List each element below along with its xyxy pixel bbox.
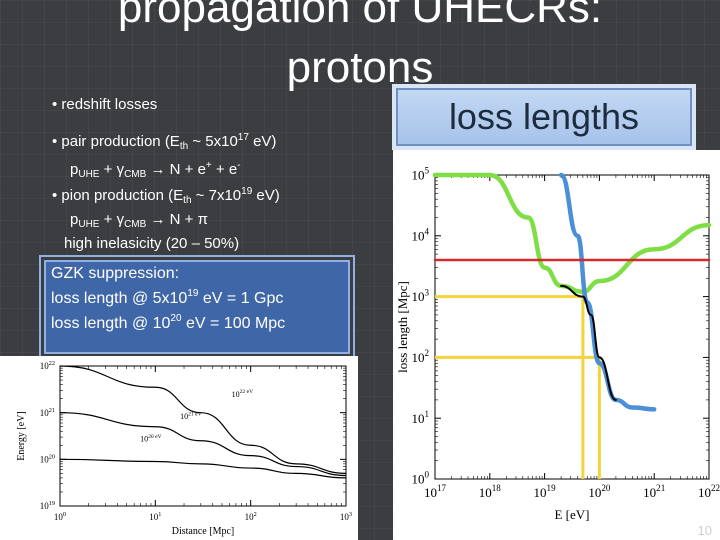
y-tick-label: 103 (411, 287, 429, 304)
pion-reaction: pUHE + γCMB → N + π (52, 210, 280, 234)
plot-frame (59, 365, 347, 507)
pair-r2-sub: CMB (124, 169, 147, 180)
pion-sup: 19 (241, 186, 253, 197)
y-axis-label: Energy [eV] (16, 411, 27, 461)
pair-r3-sup: + (205, 160, 212, 171)
x-tick-label: 1017 (424, 483, 447, 500)
pion-text-a: • pion production (E (52, 187, 184, 204)
pion-r2-sub: CMB (124, 219, 147, 230)
pion-sub: th (183, 195, 192, 206)
gzk-line2: loss length @ 5x1019 eV = 1 Gpc (51, 284, 343, 309)
pion-text-b: ~ 7x10 (191, 187, 242, 204)
y-tick-label: 100 (411, 470, 429, 487)
gzk-line1: GZK suppression: (51, 265, 180, 282)
pair-text-b: ~ 5x10 (188, 133, 238, 150)
series-label: 1021 eV (180, 412, 202, 422)
gzk-line2-sup: 19 (187, 288, 199, 299)
x-tick-label: 1020 (588, 483, 611, 500)
pair-text-a: • pair production (E (52, 133, 180, 150)
pair-r1: p (70, 161, 79, 178)
loss-length-plot: 1017 1018 1019 1020 1021 1022 100 101 102 103 104 1… (393, 150, 720, 540)
x-axis-label: E [eV] (554, 507, 589, 522)
bullet-redshift: • redshift losses (52, 96, 158, 113)
y-tick-label: 1022 (40, 360, 55, 371)
y-tick-label: 1021 (40, 407, 55, 418)
energy-curve-1 (59, 412, 347, 477)
plot-frame (434, 174, 710, 480)
pair-r1-sub: UHE (78, 169, 100, 180)
guide-line-0 (435, 295, 585, 479)
gzk-line2-b: eV = 1 Gpc (198, 290, 284, 307)
x-tick-label: 1021 (643, 483, 665, 500)
y-tick-label: 104 (411, 227, 429, 244)
x-tick-label: 1022 (698, 483, 720, 500)
slide-title: propagation of UHECRs: protons (117, 0, 603, 92)
gzk-suppression-box: GZK suppression: loss length @ 5x1019 eV… (44, 260, 350, 354)
page-number: 10 (697, 523, 712, 538)
x-axis-label: Distance [Mpc] (172, 526, 234, 537)
y-tick-label: 1020 (40, 453, 55, 464)
energy-distance-chart: 100 101 102 103 1019 1020 1021 1022 Distance [Mp… (16, 360, 352, 537)
x-tick-label: 101 (149, 511, 161, 522)
y-tick-label: 1019 (40, 500, 55, 511)
pair-sub: th (179, 141, 189, 152)
energy-distance-plot: 100 101 102 103 1019 1020 1021 1022 Distance [Mp… (0, 356, 358, 540)
x-tick-label: 1019 (534, 483, 557, 500)
bullet-pair-production: • pair production (Eth ~ 5x1017 eV) pUHE… (52, 128, 276, 184)
energy-curve-2 (59, 458, 347, 479)
x-tick-label: 100 (54, 511, 66, 522)
guide-line-1 (435, 355, 601, 479)
gzk-line3-sup: 20 (170, 313, 182, 324)
pair-sup: 17 (237, 132, 249, 143)
loss-curve-1 (558, 172, 657, 412)
loss-lengths-box: loss lengths (396, 88, 692, 146)
bullet-pion-production: • pion production (Eth ~ 7x1019 eV) pUHE… (52, 182, 280, 253)
gzk-line3-b: eV = 100 Mpc (181, 315, 286, 332)
pair-r3: → N + e (146, 161, 206, 178)
pion-inelasticity: high inelasicity (20 – 50%) (64, 235, 240, 252)
series-label: 1020 eV (140, 434, 162, 444)
y-tick-label: 105 (411, 166, 429, 183)
y-tick-label: 101 (411, 409, 429, 426)
x-tick-label: 102 (245, 511, 257, 522)
loss-curve-0 (432, 172, 712, 295)
pion-r1: p (70, 211, 79, 228)
x-tick-label: 1018 (479, 483, 502, 500)
gzk-line2-a: loss length @ 5x10 (51, 290, 188, 307)
pair-r4: + e (211, 161, 238, 178)
pion-text-c: eV) (252, 187, 280, 204)
x-tick-label: 103 (340, 511, 352, 522)
pair-reaction: pUHE + γCMB → N + e+ + e- (52, 156, 276, 184)
loss-length-chart: 1017 1018 1019 1020 1021 1022 100 101 102 103 104 1… (395, 166, 720, 522)
y-tick-label: 102 (411, 348, 429, 365)
pair-text-c: eV) (248, 133, 277, 150)
pair-r2: + γ (99, 161, 125, 178)
pion-r2: + γ (99, 211, 125, 228)
energy-curve-0 (59, 365, 347, 474)
series-label: 1022 eV (232, 389, 254, 399)
pair-r4-sup: - (237, 160, 241, 171)
gzk-line3: loss length @ 1020 eV = 100 Mpc (51, 309, 343, 334)
pion-r1-sub: UHE (78, 219, 100, 230)
y-axis-label: loss length [Mpc] (395, 281, 410, 373)
pion-r3: → N + π (146, 211, 208, 228)
gzk-line3-a: loss length @ 10 (51, 315, 171, 332)
